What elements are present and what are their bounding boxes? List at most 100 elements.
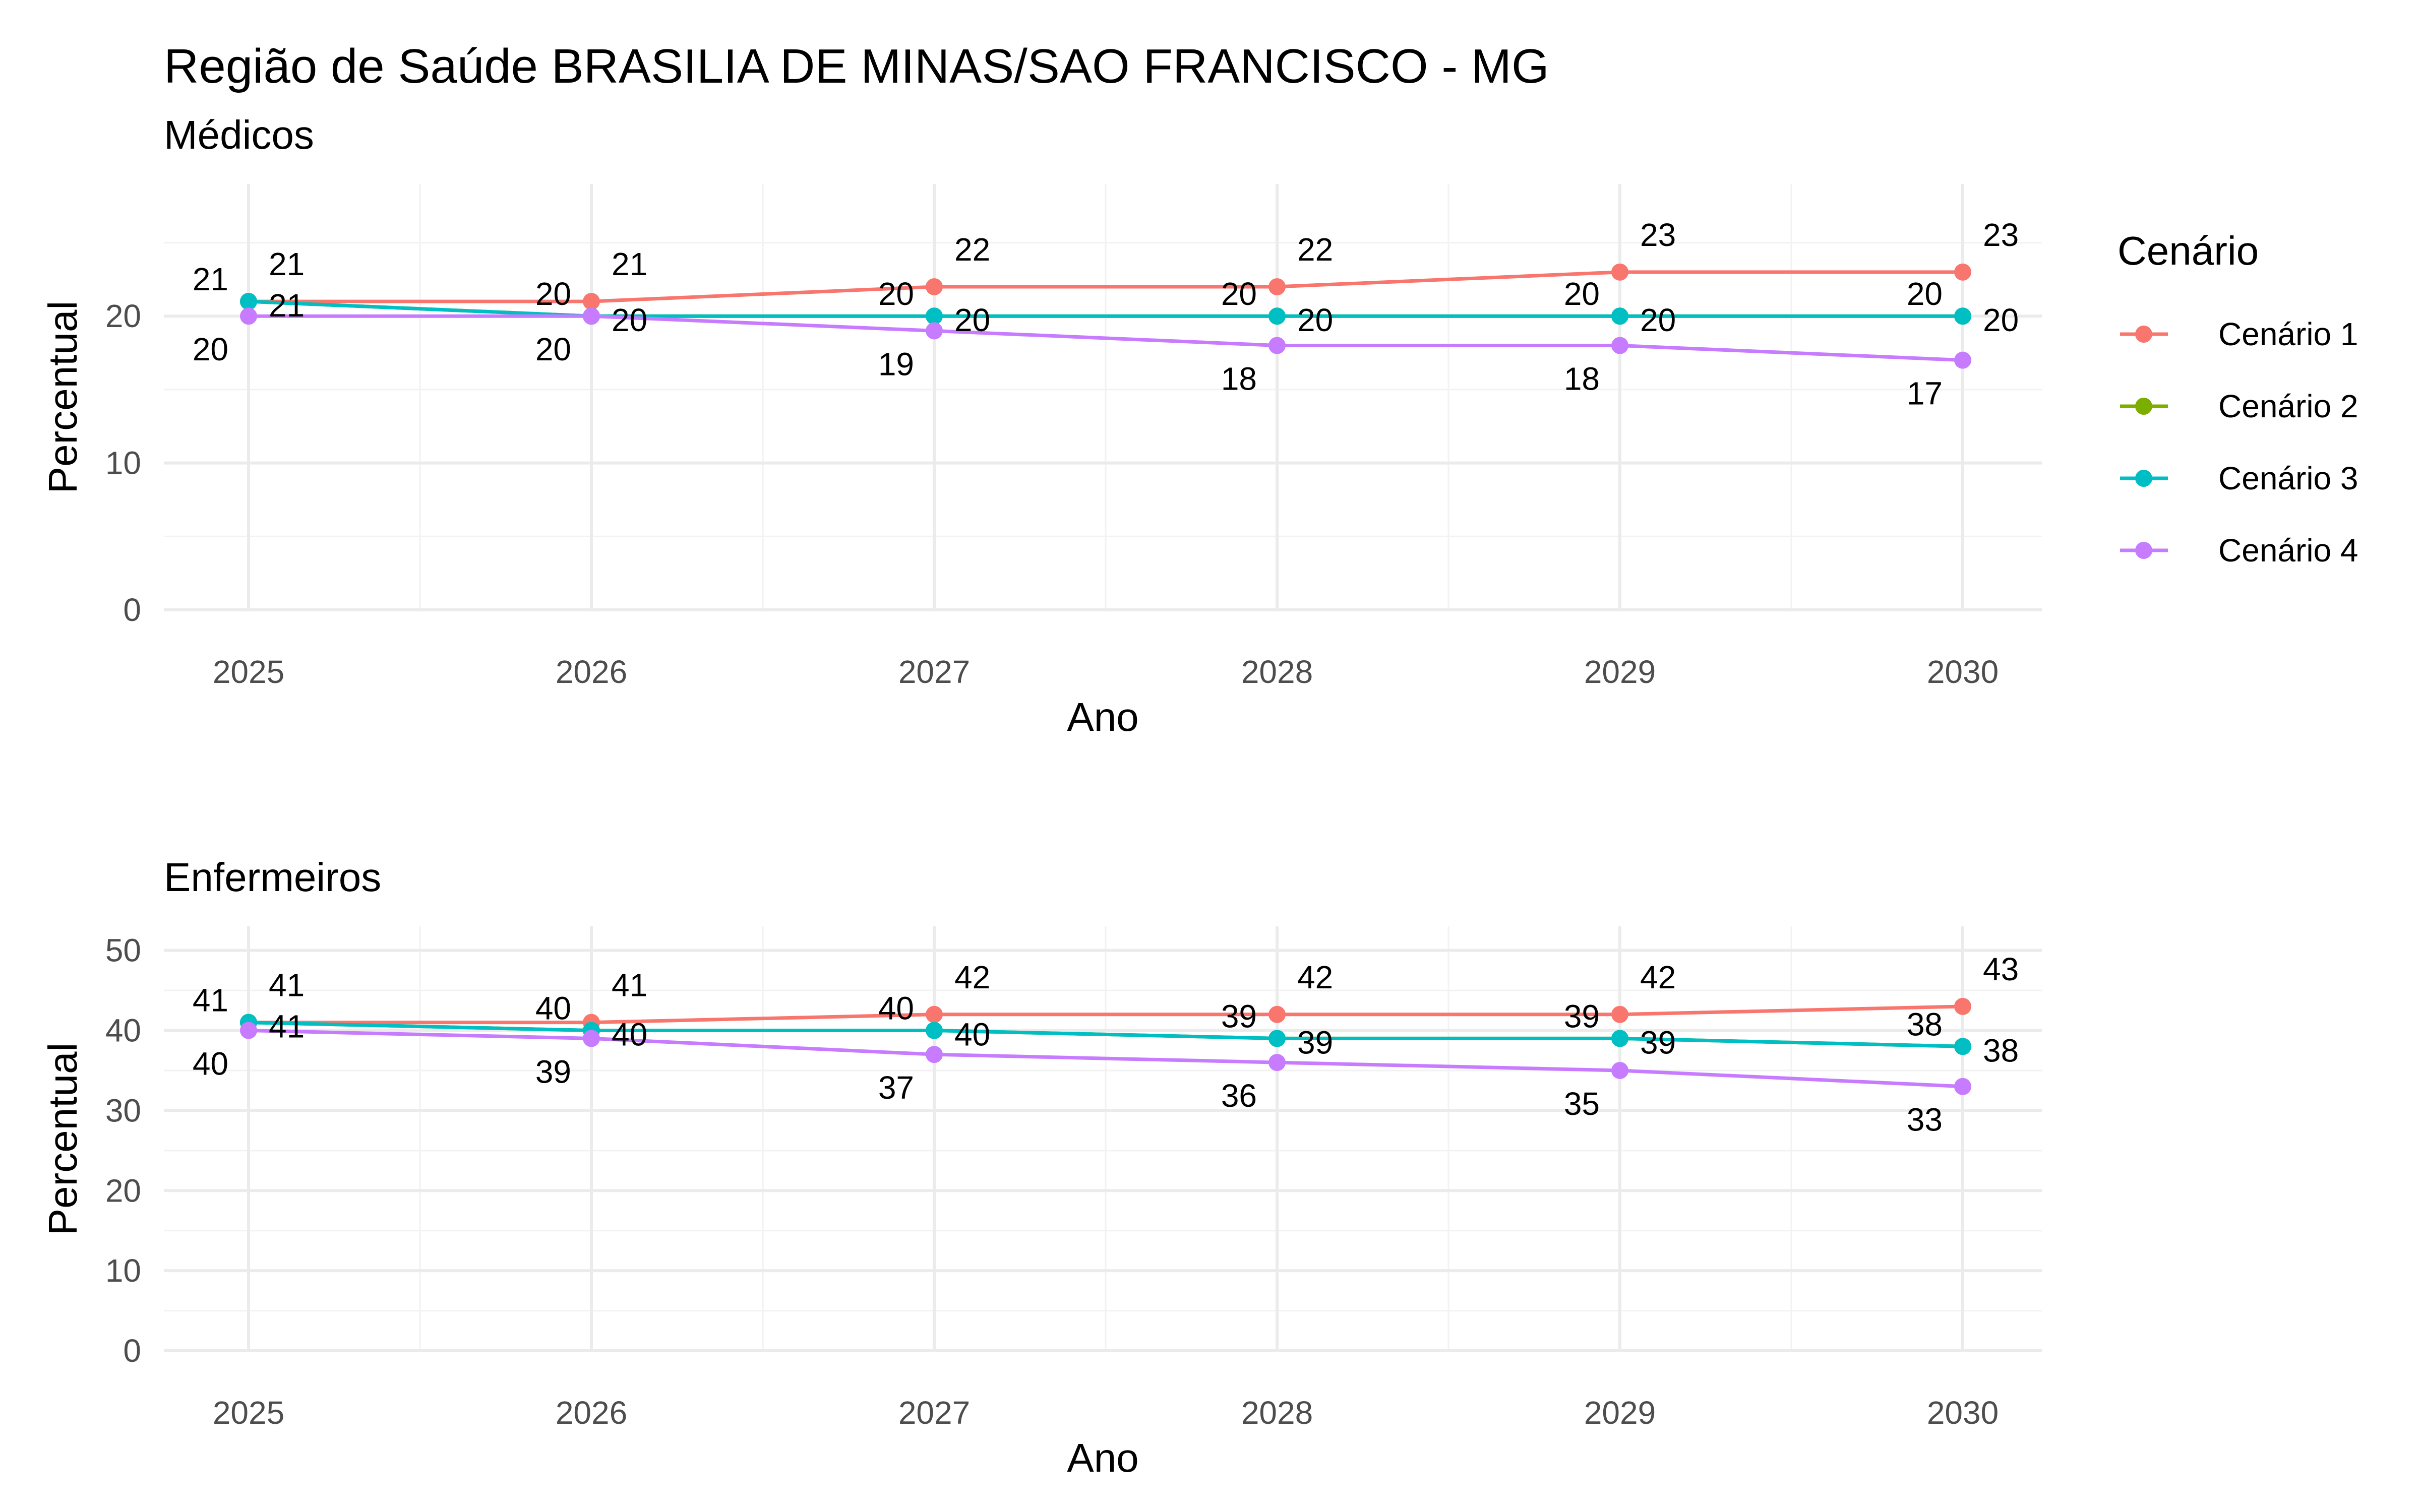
data-point: [1954, 997, 1971, 1015]
data-point: [1611, 1005, 1628, 1023]
data-point: [1611, 1030, 1628, 1047]
data-label: 39: [1221, 998, 1257, 1034]
data-label: 20: [612, 302, 647, 338]
data-point: [240, 307, 257, 325]
x-tick-label: 2028: [1241, 654, 1313, 690]
x-tick-label: 2025: [213, 1395, 284, 1431]
data-label: 37: [878, 1069, 914, 1106]
panel-subtitle: Médicos: [164, 112, 314, 157]
data-label: 39: [1564, 998, 1600, 1034]
legend-key-point: [2135, 470, 2152, 487]
y-tick-label: 0: [123, 1333, 141, 1369]
data-label: 20: [1564, 276, 1600, 312]
data-label: 20: [535, 276, 571, 312]
y-axis-title: Percentual: [40, 301, 85, 493]
series-line: [248, 1021, 1963, 1048]
data-point: [1268, 1054, 1286, 1072]
y-tick-label: 30: [105, 1092, 141, 1128]
y-tick-label: 10: [105, 445, 141, 481]
x-tick-label: 2026: [556, 1395, 627, 1431]
data-point: [926, 1046, 943, 1063]
data-label: 43: [1983, 951, 2019, 987]
data-point: [926, 322, 943, 340]
panel-1: Médicos 0 10 20 2025 2026 2027 2028 2029 2030 Ano P…: [40, 112, 2042, 739]
data-label: 41: [269, 1009, 305, 1045]
panel-subtitle: Enfermeiros: [164, 855, 381, 900]
data-label: 20: [954, 302, 990, 338]
data-label: 41: [193, 982, 228, 1019]
data-point: [240, 1022, 257, 1039]
data-label: 42: [954, 959, 990, 995]
x-tick-label: 2030: [1927, 654, 1999, 690]
data-label: 36: [1221, 1078, 1257, 1114]
data-point: [926, 1022, 943, 1039]
data-label: 39: [1297, 1024, 1333, 1060]
legend-key-point: [2135, 326, 2152, 343]
data-label: 18: [1221, 361, 1257, 397]
data-label: 20: [193, 331, 228, 367]
data-point: [1268, 307, 1286, 325]
series-4: [240, 307, 1971, 369]
y-axis-title: Percentual: [40, 1043, 85, 1235]
data-label: 35: [1564, 1086, 1600, 1122]
legend: Cenário Cenário 1 Cenário 2 Cenário 3 Cenári…: [2118, 228, 2358, 569]
data-label: 38: [1907, 1006, 1943, 1042]
series-4: [240, 1022, 1971, 1095]
data-point: [1954, 263, 1971, 281]
data-label: 41: [612, 967, 647, 1003]
data-label: 42: [1640, 959, 1676, 995]
data-point: [583, 307, 600, 325]
series-3: [240, 293, 1971, 325]
legend-key-point: [2135, 398, 2152, 415]
legend-label: Cenário 4: [2218, 532, 2358, 569]
data-label: 39: [535, 1053, 571, 1090]
x-tick-label: 2026: [556, 654, 627, 690]
x-tick-label: 2030: [1927, 1395, 1999, 1431]
y-tick-label: 20: [105, 298, 141, 334]
data-label: 38: [1983, 1032, 2019, 1068]
data-label: 39: [1640, 1024, 1676, 1060]
data-point: [1954, 1038, 1971, 1055]
x-tick-label: 2029: [1584, 654, 1656, 690]
legend-label: Cenário 3: [2218, 460, 2358, 496]
data-label: 42: [1297, 959, 1333, 995]
data-point: [1954, 307, 1971, 325]
legend-key-point: [2135, 542, 2152, 559]
data-label: 41: [269, 967, 305, 1003]
data-point: [1954, 351, 1971, 369]
legend-item: Cenário 2: [2120, 388, 2358, 424]
x-tick-label: 2029: [1584, 1395, 1656, 1431]
y-tick-label: 0: [123, 592, 141, 628]
data-label: 22: [954, 231, 990, 268]
x-tick-label: 2027: [898, 1395, 970, 1431]
x-tick-label: 2027: [898, 654, 970, 690]
data-label: 20: [1907, 276, 1943, 312]
data-label: 40: [535, 990, 571, 1027]
data-label: 20: [1640, 302, 1676, 338]
chart-title: Região de Saúde BRASILIA DE MINAS/SAO FR…: [164, 39, 1549, 93]
legend-item: Cenário 1: [2120, 316, 2358, 352]
data-label: 21: [269, 287, 305, 324]
data-point: [1611, 263, 1628, 281]
data-point: [1268, 337, 1286, 354]
data-label: 19: [878, 346, 914, 382]
data-label: 20: [1221, 276, 1257, 312]
data-label: 21: [193, 261, 228, 297]
data-point: [1268, 1005, 1286, 1023]
data-point: [240, 293, 257, 310]
y-tick-label: 40: [105, 1013, 141, 1049]
series-line: [248, 1029, 1963, 1089]
data-label: 20: [535, 331, 571, 367]
data-label: 33: [1907, 1102, 1943, 1138]
data-point: [1611, 1061, 1628, 1079]
data-point: [1954, 1078, 1971, 1095]
x-tick-label: 2025: [213, 654, 284, 690]
data-label: 20: [1983, 302, 2019, 338]
x-tick-label: 2028: [1241, 1395, 1313, 1431]
data-label: 18: [1564, 361, 1600, 397]
data-label: 21: [612, 246, 647, 282]
